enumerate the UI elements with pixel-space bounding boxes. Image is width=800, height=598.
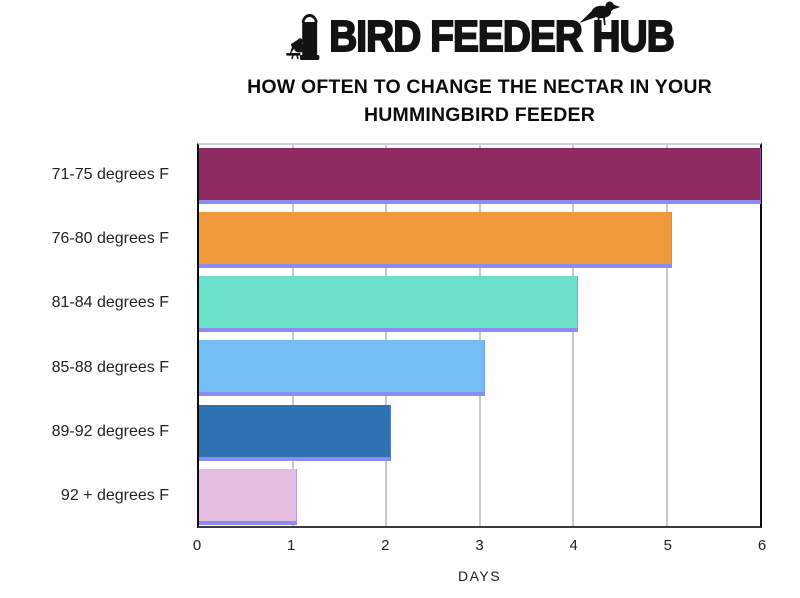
- bird-feeder-icon: [286, 14, 320, 60]
- brand-name-part1: BIRD FEEDER: [328, 12, 583, 61]
- x-tick-label: 0: [192, 537, 202, 554]
- bar-85-88-degrees-f: [199, 340, 485, 397]
- x-tick-label: 2: [381, 537, 390, 554]
- header: BIRD FEEDER HUB HOW OFTEN TO CHANGE THE …: [197, 1, 762, 129]
- bar-row: [199, 209, 760, 273]
- brand-name-hub-wrap: HUB: [579, 1, 676, 61]
- brand-name-part2: HUB: [592, 12, 676, 61]
- bar-row: [199, 145, 761, 209]
- y-axis-label: 76-80 degrees F: [51, 230, 169, 248]
- x-axis-label: DAYS: [457, 568, 502, 584]
- gridline: [665, 145, 668, 526]
- bar-row: [199, 337, 760, 401]
- plot-area: [197, 143, 762, 528]
- y-axis-label: 92 + degrees F: [60, 486, 169, 504]
- bar-89-92-degrees-f: [199, 404, 391, 461]
- brand-logo: BIRD FEEDER HUB: [231, 1, 728, 66]
- chart-title: HOW OFTEN TO CHANGE THE NECTAR IN YOUR HU…: [197, 74, 762, 129]
- y-axis-label: 71-75 degrees F: [51, 166, 169, 184]
- chart-title-line1: HOW OFTEN TO CHANGE THE NECTAR IN YOUR: [247, 76, 712, 98]
- bar-row: [199, 466, 760, 530]
- x-axis-ticks: 0 1 2 3 4 5 6: [193, 537, 766, 557]
- y-axis-labels: 71-75 degrees F 76-80 degrees F 81-84 degr…: [0, 143, 183, 528]
- bar-81-84-degrees-f: [199, 276, 578, 333]
- bar-76-80-degrees-f: [199, 212, 672, 269]
- y-axis-label: 81-84 degrees F: [51, 294, 169, 312]
- gridline: [478, 145, 481, 526]
- x-tick-label: 3: [475, 537, 484, 554]
- perched-bird-icon: [579, 1, 621, 26]
- bar-row: [199, 273, 760, 337]
- bar-92-+-degrees-f: [199, 468, 298, 525]
- x-tick-label: 6: [757, 537, 767, 554]
- gridline: [385, 145, 387, 526]
- chart-title-line2: HUMMINGBIRD FEEDER: [363, 103, 596, 126]
- x-tick-label: 1: [286, 537, 296, 554]
- x-tick-label: 4: [569, 537, 578, 554]
- y-axis-label: 89-92 degrees F: [51, 422, 169, 440]
- bar-71-75-degrees-f: [199, 148, 761, 204]
- y-axis-label: 85-88 degrees F: [51, 358, 169, 376]
- x-tick-label: 5: [663, 537, 672, 554]
- gridline: [572, 145, 574, 526]
- gridline: [291, 145, 294, 526]
- bar-row: [199, 402, 760, 466]
